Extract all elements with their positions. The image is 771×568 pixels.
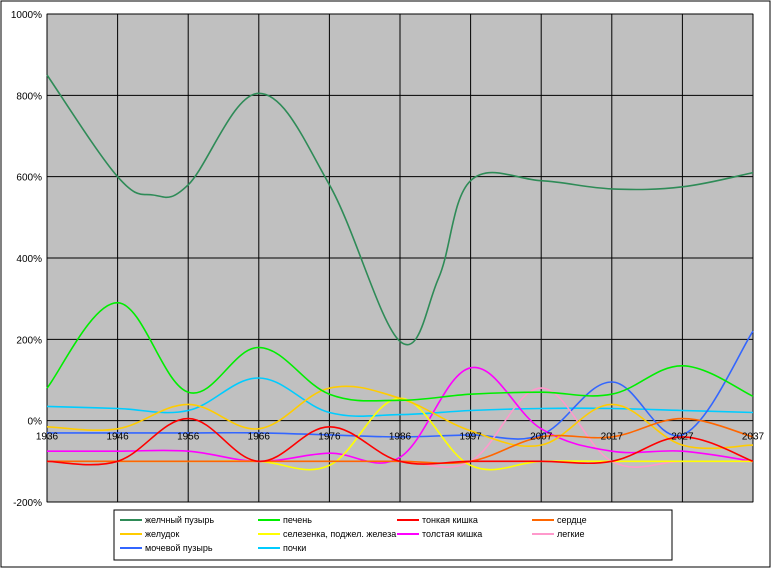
legend-label: желудок: [145, 529, 179, 539]
legend-label: сердце: [557, 515, 587, 525]
y-tick-label: -200%: [13, 498, 42, 509]
x-tick-label: 1946: [106, 432, 129, 443]
legend-label: почки: [283, 543, 306, 553]
legend-label: мочевой пузырь: [145, 543, 213, 553]
x-tick-label: 2017: [601, 432, 624, 443]
x-tick-label: 1966: [248, 432, 271, 443]
x-tick-label: 2037: [742, 432, 765, 443]
y-tick-label: 0%: [28, 417, 43, 428]
x-tick-label: 1997: [459, 432, 482, 443]
y-tick-label: 1000%: [11, 10, 42, 21]
legend-label: легкие: [557, 529, 585, 539]
legend-label: тонкая кишка: [422, 515, 478, 525]
legend-box: [113, 509, 673, 561]
series-line-8: [46, 330, 754, 440]
legend-label: толстая кишка: [422, 529, 482, 539]
series-line-9: [46, 377, 754, 417]
x-tick-label: 1976: [318, 432, 341, 443]
series-line-2: [46, 417, 754, 466]
x-tick-label: 1986: [389, 432, 412, 443]
x-tick-label: 2027: [671, 432, 694, 443]
x-tick-label: 2007: [530, 432, 553, 443]
legend: желчный пузырь печень тонкая кишка сердце же…: [113, 509, 673, 561]
legend-label: желчный пузырь: [145, 515, 214, 525]
horizontal-gridlines: [47, 13, 753, 503]
series-line-4: [46, 385, 754, 450]
x-tick-label: 1956: [177, 432, 200, 443]
x-tick-label: 1936: [36, 432, 59, 443]
series-line-6: [47, 366, 754, 464]
legend-label: печень: [283, 515, 312, 525]
series-lines: [46, 74, 754, 471]
legend-label: селезенка, поджел. железа: [283, 529, 396, 539]
y-tick-label: 400%: [16, 254, 42, 265]
x-axis-ticks: 1936 1946 1956 1966 1976 1986 1997 2007 2017 2027…: [36, 432, 765, 443]
series-line-1: [46, 301, 754, 402]
y-tick-label: 600%: [16, 173, 42, 184]
y-axis-ticks: -200% 0% 200% 400% 600% 800% 1000%: [11, 10, 42, 509]
series-line-0: [46, 74, 754, 346]
y-tick-label: 200%: [16, 335, 42, 346]
y-tick-label: 800%: [16, 91, 42, 102]
